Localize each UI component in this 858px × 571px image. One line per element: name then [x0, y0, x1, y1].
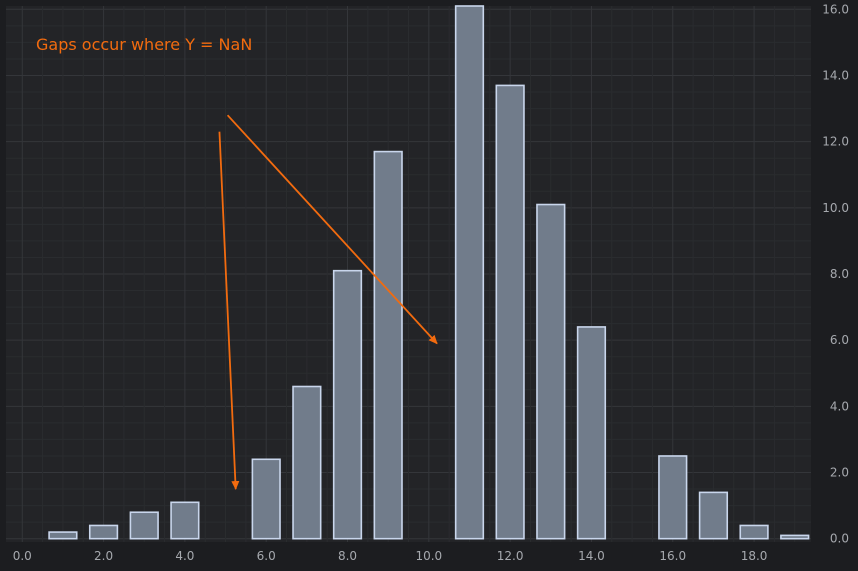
- y-tick-label: 14.0: [822, 68, 849, 82]
- y-axis: 0.0 2.0 4.0 6.0 8.0 10.0 12.0 14.0 16.0: [822, 2, 849, 545]
- bar: [332, 269, 363, 540]
- x-tick-label: 6.0: [257, 549, 276, 563]
- bar: [698, 491, 729, 540]
- x-tick-label: 12.0: [497, 549, 524, 563]
- x-tick-label: 14.0: [578, 549, 605, 563]
- bar: [536, 203, 566, 540]
- y-tick-label: 2.0: [830, 466, 849, 480]
- bar: [495, 84, 525, 540]
- y-tick-label: 4.0: [830, 399, 849, 413]
- bar: [88, 524, 119, 540]
- x-tick-label: 2.0: [94, 549, 113, 563]
- y-tick-label: 10.0: [822, 201, 849, 215]
- bar: [373, 150, 403, 540]
- annotation: Gaps occur where Y = NaN: [36, 35, 438, 491]
- y-tick-label: 16.0: [822, 2, 849, 16]
- y-tick-label: 6.0: [830, 333, 849, 347]
- bars: [48, 5, 810, 540]
- bar: [48, 531, 78, 540]
- annotation-arrow: [218, 131, 240, 491]
- x-tick-label: 8.0: [338, 549, 357, 563]
- x-tick-label: 0.0: [13, 549, 32, 563]
- bar: [739, 524, 769, 540]
- x-tick-label: 16.0: [659, 549, 686, 563]
- annotation-arrow: [226, 114, 438, 345]
- bar: [170, 501, 200, 540]
- x-tick-label: 18.0: [741, 549, 768, 563]
- y-tick-label: 12.0: [822, 135, 849, 149]
- annotation-text: Gaps occur where Y = NaN: [36, 35, 252, 54]
- y-tick-label: 0.0: [830, 532, 849, 546]
- bar: [292, 385, 322, 540]
- bar: [454, 5, 485, 540]
- bar: [780, 534, 810, 540]
- y-tick-label: 8.0: [830, 267, 849, 281]
- x-axis: 0.0 2.0 4.0 6.0 8.0 10.0 12.0 14.0 16.0 18.0: [13, 549, 768, 563]
- bar: [129, 511, 159, 540]
- bar: [658, 455, 688, 540]
- bar: [251, 458, 281, 540]
- bar: [576, 326, 607, 540]
- x-tick-label: 10.0: [415, 549, 442, 563]
- x-tick-label: 4.0: [175, 549, 194, 563]
